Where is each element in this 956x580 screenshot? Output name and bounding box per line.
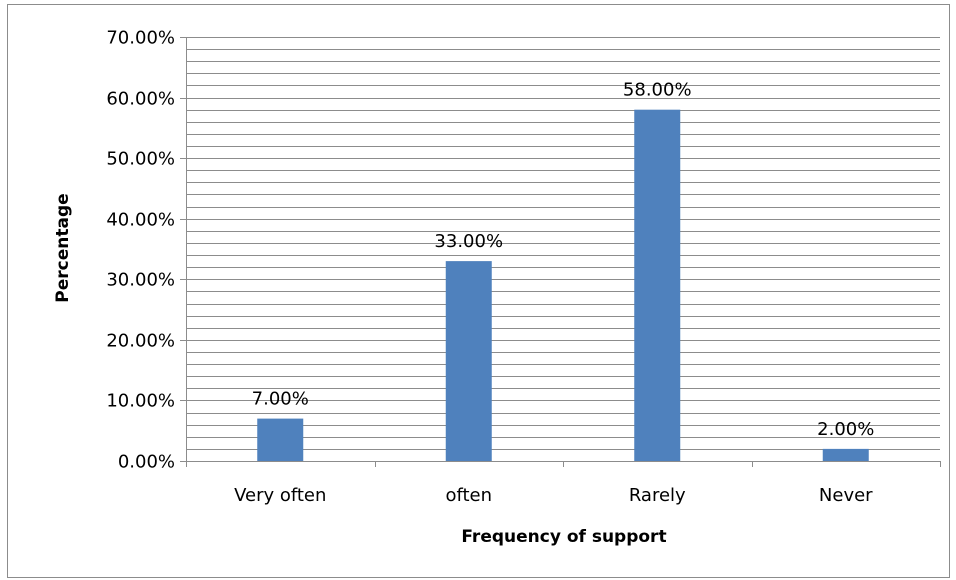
bar: [822, 448, 869, 461]
y-tick-label: 60.00%: [106, 89, 175, 110]
bars: [257, 109, 869, 461]
y-tick-label: 20.00%: [106, 331, 175, 352]
x-tick-label: often: [445, 485, 492, 506]
data-label: 7.00%: [252, 389, 309, 410]
y-tick-label: 70.00%: [106, 28, 175, 49]
axes: [180, 37, 941, 467]
y-tick-label: 40.00%: [106, 210, 175, 231]
y-tick-label: 50.00%: [106, 149, 175, 170]
x-tick-label: Very often: [234, 485, 326, 506]
bar: [257, 418, 304, 461]
x-tick-label: Rarely: [629, 485, 686, 506]
y-tick-label: 10.00%: [106, 391, 175, 412]
y-tick-label: 0.00%: [118, 452, 175, 473]
data-label: 33.00%: [434, 231, 503, 252]
x-tick-label: Never: [819, 485, 873, 506]
gridlines: [186, 37, 940, 450]
bar: [634, 109, 681, 461]
y-axis-title: Percentage: [53, 193, 73, 302]
data-label: 58.00%: [623, 80, 692, 101]
labels: 0.00% 10.00% 20.00% 30.00% 40.00% 50.00% 60.00…: [106, 28, 874, 507]
y-tick-label: 30.00%: [106, 270, 175, 291]
data-label: 2.00%: [817, 419, 874, 440]
bar: [445, 261, 492, 461]
x-axis-title: Frequency of support: [461, 527, 666, 547]
